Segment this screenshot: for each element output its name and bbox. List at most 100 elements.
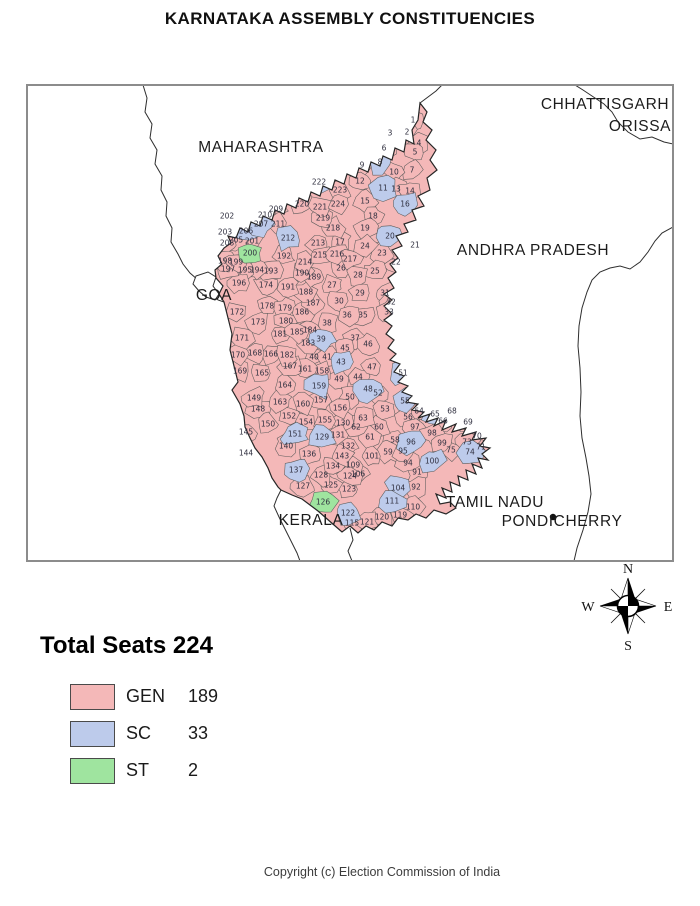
constituency-label: 3 (388, 129, 393, 138)
constituency-label: 17 (335, 238, 345, 247)
constituency-label: 16 (400, 200, 410, 209)
constituency-label: 63 (358, 414, 368, 423)
constituency-label: 47 (367, 363, 377, 372)
constituency-label: 25 (370, 267, 380, 276)
constituency-label: 23 (377, 249, 387, 258)
legend-title: Total Seats 224 (40, 632, 213, 659)
constituency-label: 144 (239, 449, 254, 458)
constituency-label: 71 (476, 443, 486, 452)
constituency-label: 68 (447, 407, 457, 416)
constituency-cell (283, 323, 311, 345)
constituency-label: 4 (417, 139, 422, 148)
constituency-label: 208 (220, 239, 235, 248)
constituency-label: 38 (322, 319, 332, 328)
constituency-label: 121 (360, 518, 375, 527)
constituency-label: 11 (378, 184, 388, 193)
constituency-label: 97 (410, 423, 420, 432)
constituency-label: 222 (312, 178, 327, 187)
constituency-label: 179 (278, 304, 293, 313)
constituency-label: 59 (383, 448, 393, 457)
constituency-label: 95 (398, 447, 408, 456)
compass-east-label: E (664, 600, 673, 615)
constituency-label: 216 (330, 250, 345, 259)
goa-shape (192, 271, 220, 301)
constituency-label: 104 (391, 484, 406, 493)
constituency-label: 50 (345, 393, 355, 402)
constituency-label: 202 (220, 212, 235, 221)
constituency-cell (301, 289, 326, 316)
constituency-label: 131 (331, 431, 346, 440)
constituency-cell (353, 233, 380, 258)
constituency-label: 143 (335, 452, 350, 461)
constituency-label: 134 (326, 462, 341, 471)
constituency-cell (276, 225, 300, 252)
chhattisgarh-border (575, 86, 672, 145)
constituency-label: 148 (251, 405, 266, 414)
constituency-label: 66 (438, 417, 448, 426)
east-coastline (573, 226, 672, 560)
constituency-label: 157 (314, 396, 329, 405)
constituency-label: 70 (472, 432, 482, 441)
constituency-label: 18 (368, 212, 378, 221)
legend-row-st: ST 2 (70, 757, 218, 784)
constituency-cell (331, 443, 356, 468)
constituency-label: 7 (410, 166, 415, 175)
constituency-label: 24 (360, 242, 370, 251)
constituency-label: 191 (281, 283, 296, 292)
constituency-label: 210 (258, 211, 273, 220)
constituency-label: 145 (239, 428, 254, 437)
constituency-label: 100 (425, 457, 440, 466)
region-label-chhattisgarh: CHHATTISGARH (541, 96, 669, 113)
constituency-label: 41 (322, 353, 332, 362)
constituency-cell (337, 305, 360, 328)
constituency-label: 212 (281, 234, 296, 243)
constituency-label: 223 (333, 186, 348, 195)
constituency-label: 221 (313, 203, 328, 212)
constituency-cell (292, 391, 315, 417)
constituency-cell (337, 501, 362, 526)
constituency-label: 203 (218, 228, 233, 237)
kerala-tamilnadu-border (347, 527, 354, 560)
region-label-orissa: ORISSA (609, 118, 671, 135)
constituency-label: 206 (239, 227, 254, 236)
constituency-label: 152 (282, 412, 297, 421)
legend-swatch-gen (70, 683, 115, 710)
constituency-cell (336, 465, 364, 486)
compass-west-label: W (581, 600, 595, 615)
constituency-label: 163 (273, 398, 288, 407)
legend-row-sc: SC 33 (70, 720, 218, 747)
compass-south-label: S (624, 639, 632, 654)
constituency-label: 197 (221, 265, 236, 274)
constituency-cell (307, 196, 332, 218)
legend-row-gen: GEN 189 (70, 683, 218, 710)
constituency-cell (330, 350, 354, 375)
constituency-cell (274, 372, 297, 396)
constituency-label: 194 (250, 266, 265, 275)
constituency-label: 19 (360, 224, 370, 233)
constituency-label: 158 (315, 367, 330, 376)
legend-label: SC (126, 723, 152, 743)
constituency-label: 171 (235, 334, 250, 343)
constituency-label: 126 (316, 498, 331, 507)
constituency-label: 165 (255, 369, 270, 378)
constituency-label: 213 (311, 239, 326, 248)
constituency-label: 167 (283, 362, 298, 371)
constituency-label: 2 (405, 128, 410, 137)
constituency-label: 164 (278, 381, 293, 390)
constituency-label: 149 (247, 394, 262, 403)
constituency-label: 28 (353, 271, 363, 280)
constituency-label: 35 (358, 311, 368, 320)
legend-value: 33 (188, 723, 209, 743)
constituency-label: 73 (462, 438, 472, 447)
constituency-cell (360, 357, 381, 377)
constituency-cell (375, 225, 404, 247)
constituency-label: 12 (355, 177, 365, 186)
region-label-goa: GOA (196, 287, 232, 304)
constituency-label: 53 (380, 405, 390, 414)
constituency-label: 98 (427, 429, 437, 438)
constituency-label: 127 (296, 482, 311, 491)
constituency-label: 1 (411, 116, 416, 125)
constituency-cell (257, 295, 279, 314)
constituency-label: 31 (380, 289, 390, 298)
